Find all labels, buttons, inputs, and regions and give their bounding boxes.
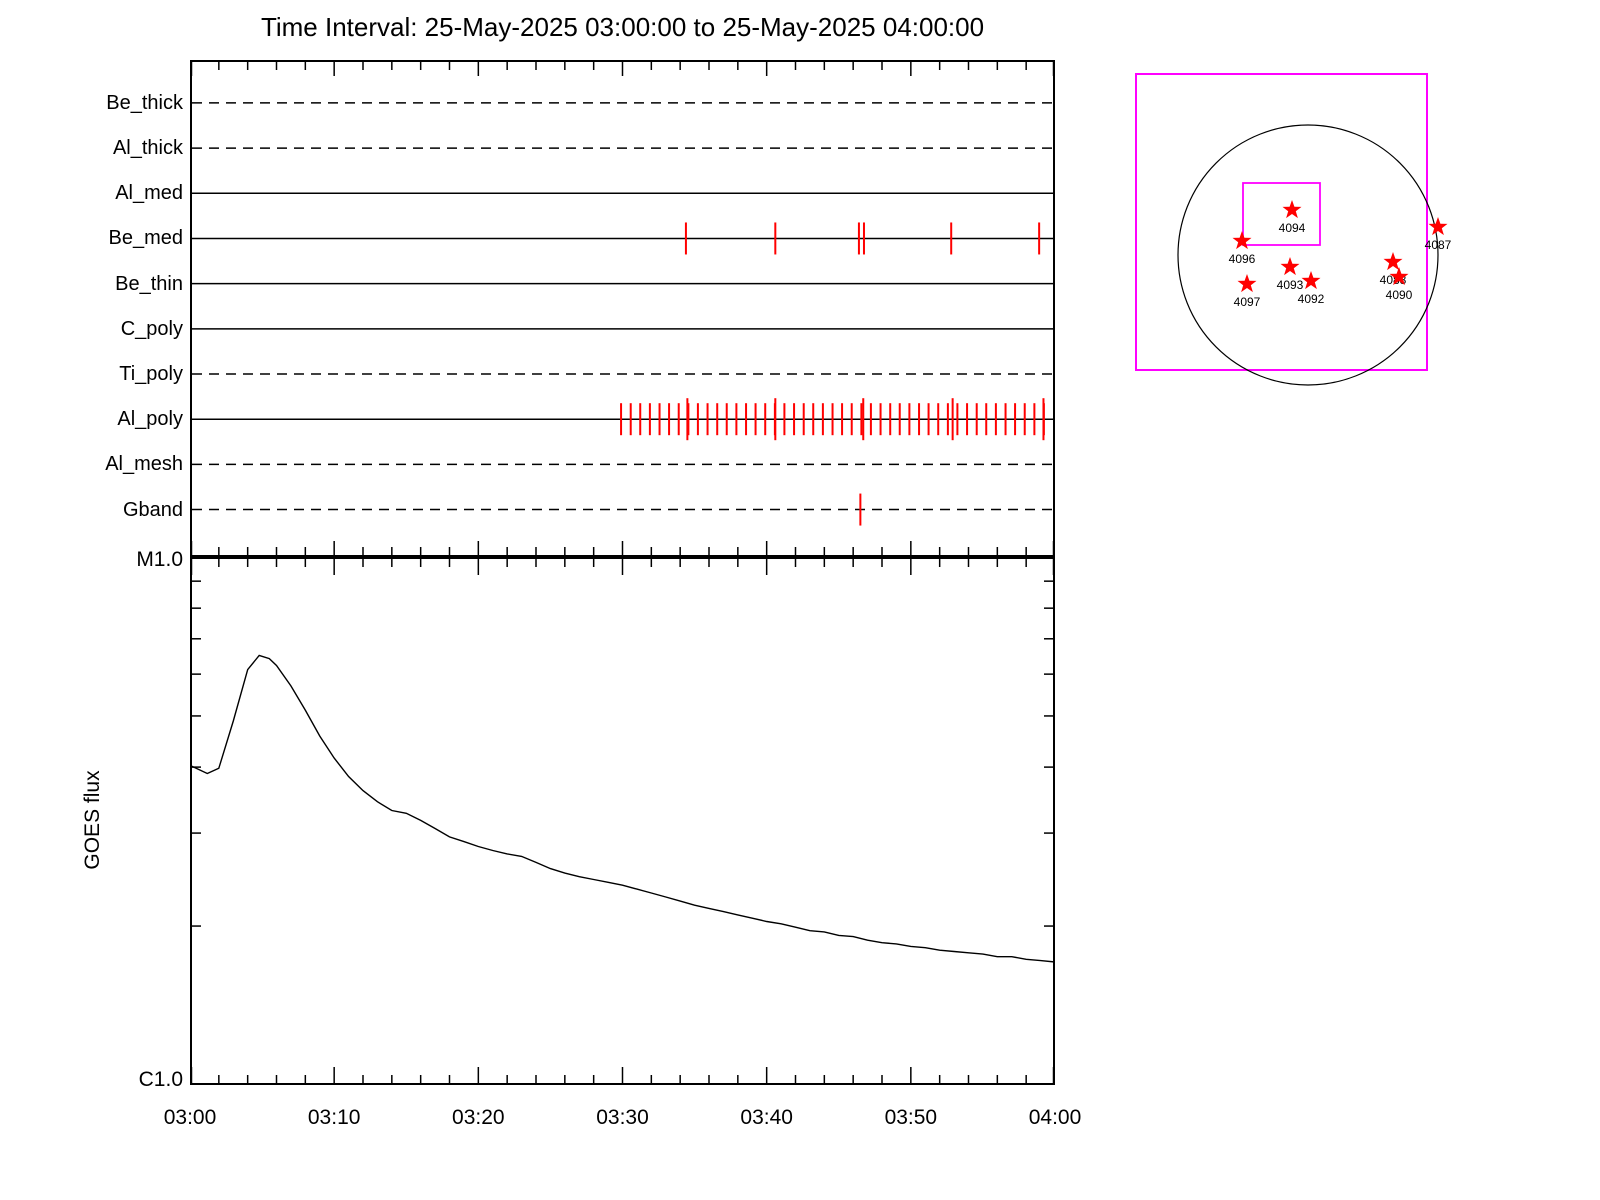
- channel-label-Gband: Gband: [122, 498, 183, 521]
- time-tick-label-0350: 03:50: [884, 1106, 938, 1129]
- filter-timeline-chart: [190, 60, 1055, 557]
- time-tick-label-0300: 03:00: [163, 1106, 217, 1129]
- time-tick-label-0340: 03:40: [740, 1106, 793, 1129]
- active-region-star-4097: [1237, 274, 1257, 293]
- active-region-label-4097: 4097: [1234, 295, 1261, 309]
- solar-limb-circle: [1177, 124, 1439, 386]
- goes-ymin-label: C1.0: [138, 1068, 183, 1091]
- channel-label-Be_thick: Be_thick: [106, 91, 183, 114]
- active-region-star-4092: [1301, 271, 1321, 290]
- goes-flux-curve: [190, 654, 1055, 963]
- time-tick-label-0400: 04:00: [1028, 1106, 1082, 1129]
- channel-label-Ti_poly: Ti_poly: [119, 363, 183, 385]
- active-region-star-4088: [1383, 252, 1403, 271]
- channel-label-Be_med: Be_med: [108, 227, 184, 250]
- goes-flux-axis-title: GOES flux: [81, 770, 104, 870]
- channel-label-C_poly: C_poly: [120, 317, 183, 340]
- active-region-label-4090: 4090: [1386, 288, 1413, 302]
- active-region-star-4087: [1428, 217, 1448, 236]
- channel-label-Al_thick: Al_thick: [112, 137, 183, 160]
- active-region-label-4092: 4092: [1298, 292, 1325, 306]
- timeline-panel-border: [190, 60, 1055, 557]
- goes-ymax-label: M1.0: [136, 548, 183, 571]
- channel-label-Al_med: Al_med: [115, 182, 183, 205]
- active-region-label-4096: 4096: [1229, 252, 1256, 266]
- active-region-label-4093: 4093: [1277, 278, 1304, 292]
- active-region-label-4094: 4094: [1279, 221, 1306, 235]
- active-region-label-4087: 4087: [1425, 238, 1452, 252]
- time-tick-label-0320: 03:20: [452, 1106, 505, 1129]
- page-title: Time Interval: 25-May-2025 03:00:00 to 2…: [260, 12, 985, 42]
- active-region-star-4094: [1282, 200, 1302, 219]
- active-region-star-4093: [1280, 257, 1300, 276]
- channel-label-Al_poly: Al_poly: [117, 408, 183, 431]
- goes-flux-chart: [190, 557, 1055, 1085]
- time-tick-label-0330: 03:30: [596, 1106, 649, 1129]
- channel-label-Al_mesh: Al_mesh: [105, 453, 183, 476]
- time-tick-label-0310: 03:10: [307, 1106, 361, 1129]
- active-region-star-4096: [1232, 231, 1252, 250]
- goes-panel-border: [190, 557, 1055, 1085]
- outer-fov-box: [1135, 73, 1428, 371]
- inner-fov-box: [1242, 182, 1321, 246]
- active-region-star-4090: [1389, 267, 1409, 286]
- channel-label-Be_thin: Be_thin: [115, 272, 183, 295]
